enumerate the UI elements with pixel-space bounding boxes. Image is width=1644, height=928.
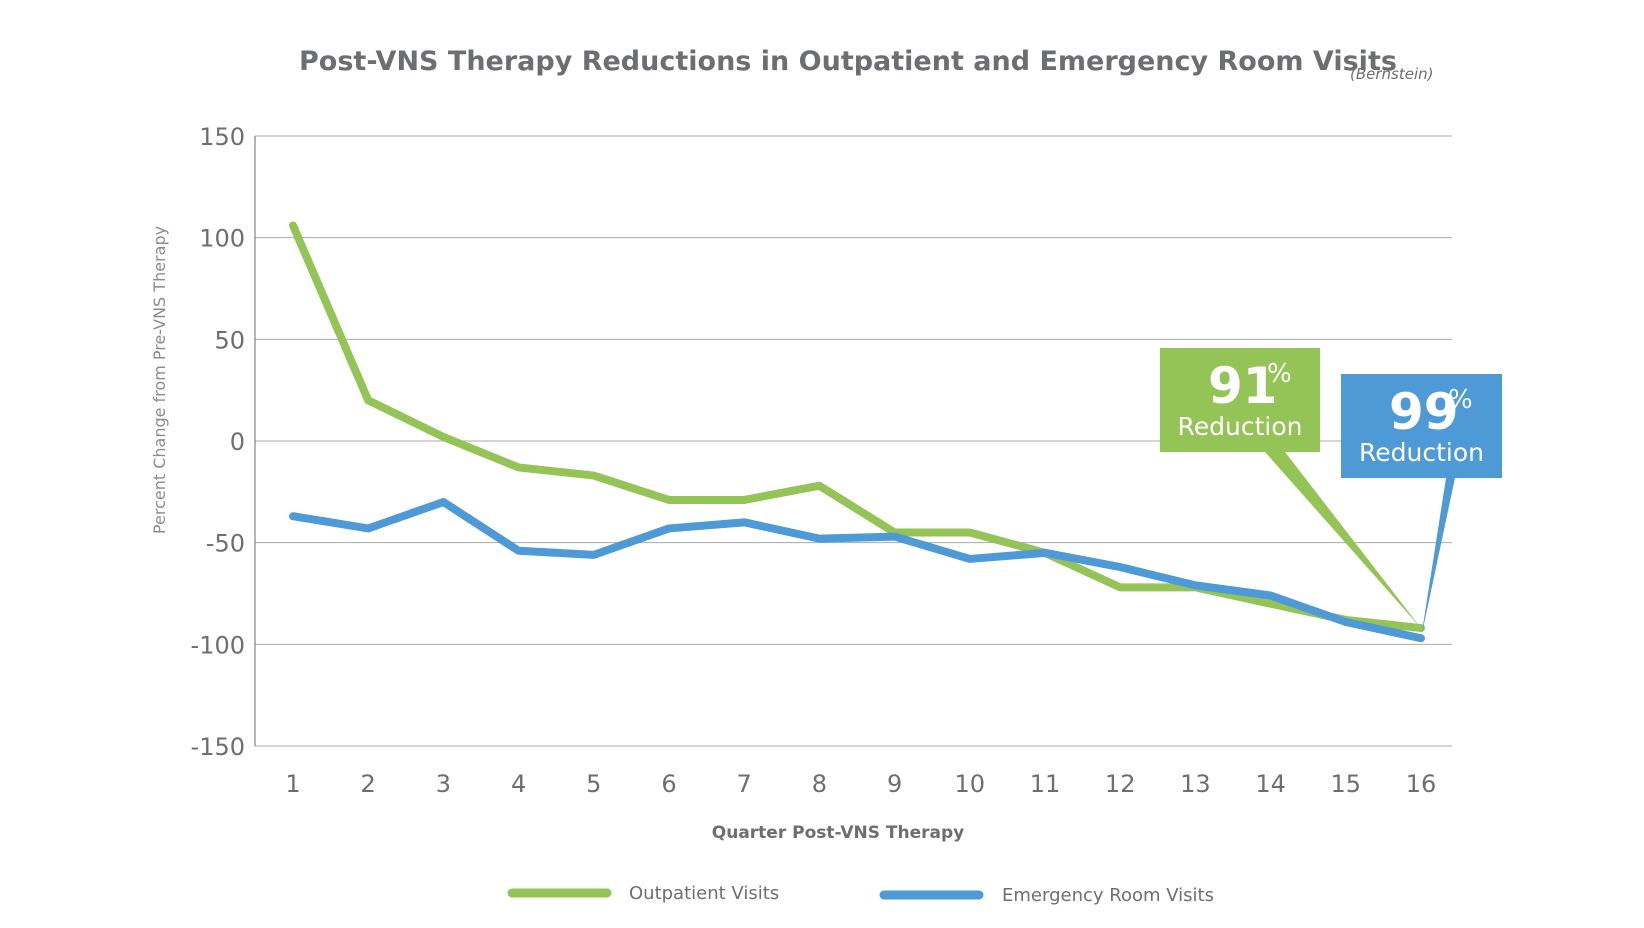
callout-box	[1160, 348, 1320, 452]
x-tick-label: 13	[1180, 770, 1211, 798]
y-tick-label: -150	[191, 733, 245, 761]
callout-value: 91	[1208, 357, 1278, 415]
x-tick-label: 15	[1331, 770, 1362, 798]
y-tick-label: 150	[199, 123, 245, 151]
callout-unit: %	[1267, 359, 1292, 389]
x-axis-label: Quarter Post-VNS Therapy	[712, 823, 964, 843]
series-lines	[289, 221, 1425, 643]
callout-value: 99	[1389, 383, 1459, 441]
x-tick-label: 11	[1030, 770, 1061, 798]
x-tick-label: 12	[1105, 770, 1136, 798]
legend-label-emergency: Emergency Room Visits	[1002, 885, 1214, 906]
x-tick-labels: 1 2 3 4 5 6 7 8 9 10 11 12 13 14 15 16	[285, 770, 1436, 798]
x-tick-label: 7	[737, 770, 752, 798]
series-line-1	[289, 498, 1425, 643]
x-tick-label: 16	[1406, 770, 1437, 798]
chart-source: (Bernstein)	[1350, 65, 1434, 83]
callout-pointer	[1421, 478, 1455, 639]
callout-pointer	[1265, 452, 1421, 629]
y-tick-label: 50	[214, 326, 245, 354]
legend: Outpatient Visits Emergency Room Visits	[507, 883, 1214, 906]
y-tick-label: 0	[230, 428, 245, 456]
x-tick-label: 14	[1255, 770, 1286, 798]
callout-1: 99% Reduction	[1341, 374, 1502, 639]
callout-label: Reduction	[1359, 438, 1484, 467]
callout-box	[1341, 374, 1502, 478]
x-tick-label: 3	[436, 770, 451, 798]
x-tick-label: 9	[887, 770, 902, 798]
x-tick-label: 6	[661, 770, 676, 798]
x-tick-label: 1	[285, 770, 300, 798]
x-tick-label: 5	[586, 770, 601, 798]
callout-0: 91% Reduction	[1160, 348, 1421, 629]
callout-label: Reduction	[1178, 412, 1303, 441]
callout-unit: %	[1448, 385, 1473, 415]
y-tick-label: -100	[191, 631, 245, 659]
x-tick-label: 8	[812, 770, 827, 798]
callouts: 91%Reduction 99%Reduction	[1160, 348, 1502, 639]
y-tick-labels: 150 100 50 0 -50 -100 -150	[191, 123, 245, 761]
x-tick-label: 2	[361, 770, 376, 798]
y-axis-label: Percent Change from Pre-VNS Therapy	[150, 226, 169, 534]
x-tick-label: 4	[511, 770, 526, 798]
legend-label-outpatient: Outpatient Visits	[629, 883, 779, 904]
y-tick-label: 100	[199, 225, 245, 253]
series-line-0	[289, 221, 1425, 633]
chart-title: Post-VNS Therapy Reductions in Outpatien…	[299, 46, 1397, 77]
y-tick-label: -50	[206, 530, 245, 558]
x-tick-label: 10	[955, 770, 986, 798]
